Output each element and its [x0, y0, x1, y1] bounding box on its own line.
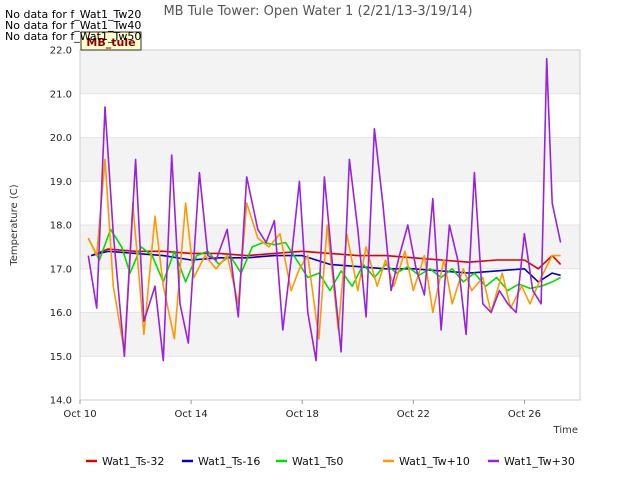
y-tick-label: 22.0 — [50, 46, 72, 57]
badge-label: MB_tule — [86, 36, 135, 49]
y-tick-label: 20.0 — [50, 133, 72, 144]
grid-band — [80, 312, 580, 357]
legend-label: Wat1_Ts0 — [292, 455, 343, 468]
x-tick-label: Oct 22 — [397, 409, 430, 420]
series-line-wat1-tw-30 — [87, 57, 562, 362]
x-axis-label: Time — [553, 425, 578, 436]
badge: MB_tule — [80, 31, 142, 51]
y-tick-label: 21.0 — [50, 89, 72, 100]
grid-band — [80, 137, 580, 182]
y-tick-label: 19.0 — [50, 177, 72, 188]
plot-frame — [79, 49, 581, 401]
no-data-note: No data for f_Wat1_Tw20 — [5, 8, 141, 21]
legend-label: Wat1_Tw+10 — [399, 455, 470, 468]
y-tick-label: 16.0 — [50, 308, 72, 319]
legend-label: Wat1_Ts-16 — [198, 455, 260, 468]
no-data-note: No data for f_Wat1_Tw40 — [5, 19, 141, 32]
x-tick-label: Oct 10 — [63, 409, 96, 420]
y-tick-label: 14.0 — [50, 396, 72, 407]
badge-box — [80, 31, 142, 51]
no-data-notes: No data for f_Wat1_Tw20 No data for f_Wa… — [5, 8, 141, 43]
series-line-wat1-tw-10 — [87, 158, 561, 353]
series-layer — [87, 57, 562, 362]
legend-label: Wat1_Ts-32 — [102, 455, 164, 468]
y-tick-label: 15.0 — [50, 352, 72, 363]
y-tick-label: 18.0 — [50, 221, 72, 232]
y-axis-label: Temperature (C) — [9, 184, 20, 266]
grid-band — [80, 50, 580, 94]
x-tick-label: Oct 18 — [286, 409, 319, 420]
x-ticks: Oct 10 Oct 14 Oct 18 Oct 22 Oct 26 — [63, 400, 541, 420]
y-tick-label: 17.0 — [50, 264, 72, 275]
no-data-note: No data for f_Wat1_Tw50 — [5, 30, 141, 43]
y-ticks: 14.0 15.0 16.0 17.0 18.0 19.0 20.0 21.0 22.0 — [50, 46, 72, 407]
chart-title: MB Tule Tower: Open Water 1 (2/21/13-3/1… — [163, 4, 472, 19]
grid-bands — [80, 50, 580, 401]
x-tick-label: Oct 14 — [175, 409, 208, 420]
legend: Wat1_Ts-32 Wat1_Ts-16 Wat1_Ts0 Wat1_Tw+10 Wa… — [86, 455, 575, 468]
x-tick-label: Oct 26 — [508, 409, 541, 420]
legend-label: Wat1_Tw+30 — [504, 455, 575, 468]
